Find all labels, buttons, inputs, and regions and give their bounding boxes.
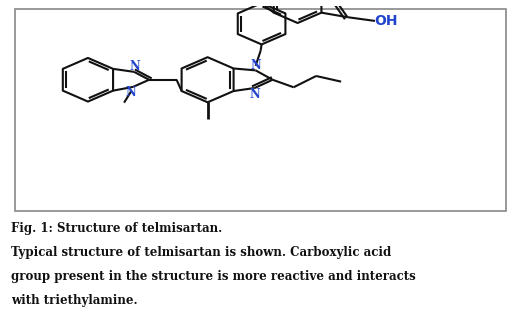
Text: N: N [249, 88, 260, 100]
Text: Typical structure of telmisartan is shown. Carboxylic acid: Typical structure of telmisartan is show… [11, 246, 392, 259]
Text: Fig. 1: Structure of telmisartan.: Fig. 1: Structure of telmisartan. [11, 222, 222, 235]
Text: O: O [324, 0, 336, 4]
Text: group present in the structure is more reactive and interacts: group present in the structure is more r… [11, 270, 416, 283]
Text: OH: OH [375, 14, 398, 28]
Text: with triethylamine.: with triethylamine. [11, 294, 138, 307]
Text: N: N [250, 58, 261, 72]
Text: N: N [125, 86, 136, 99]
Text: N: N [130, 60, 141, 73]
